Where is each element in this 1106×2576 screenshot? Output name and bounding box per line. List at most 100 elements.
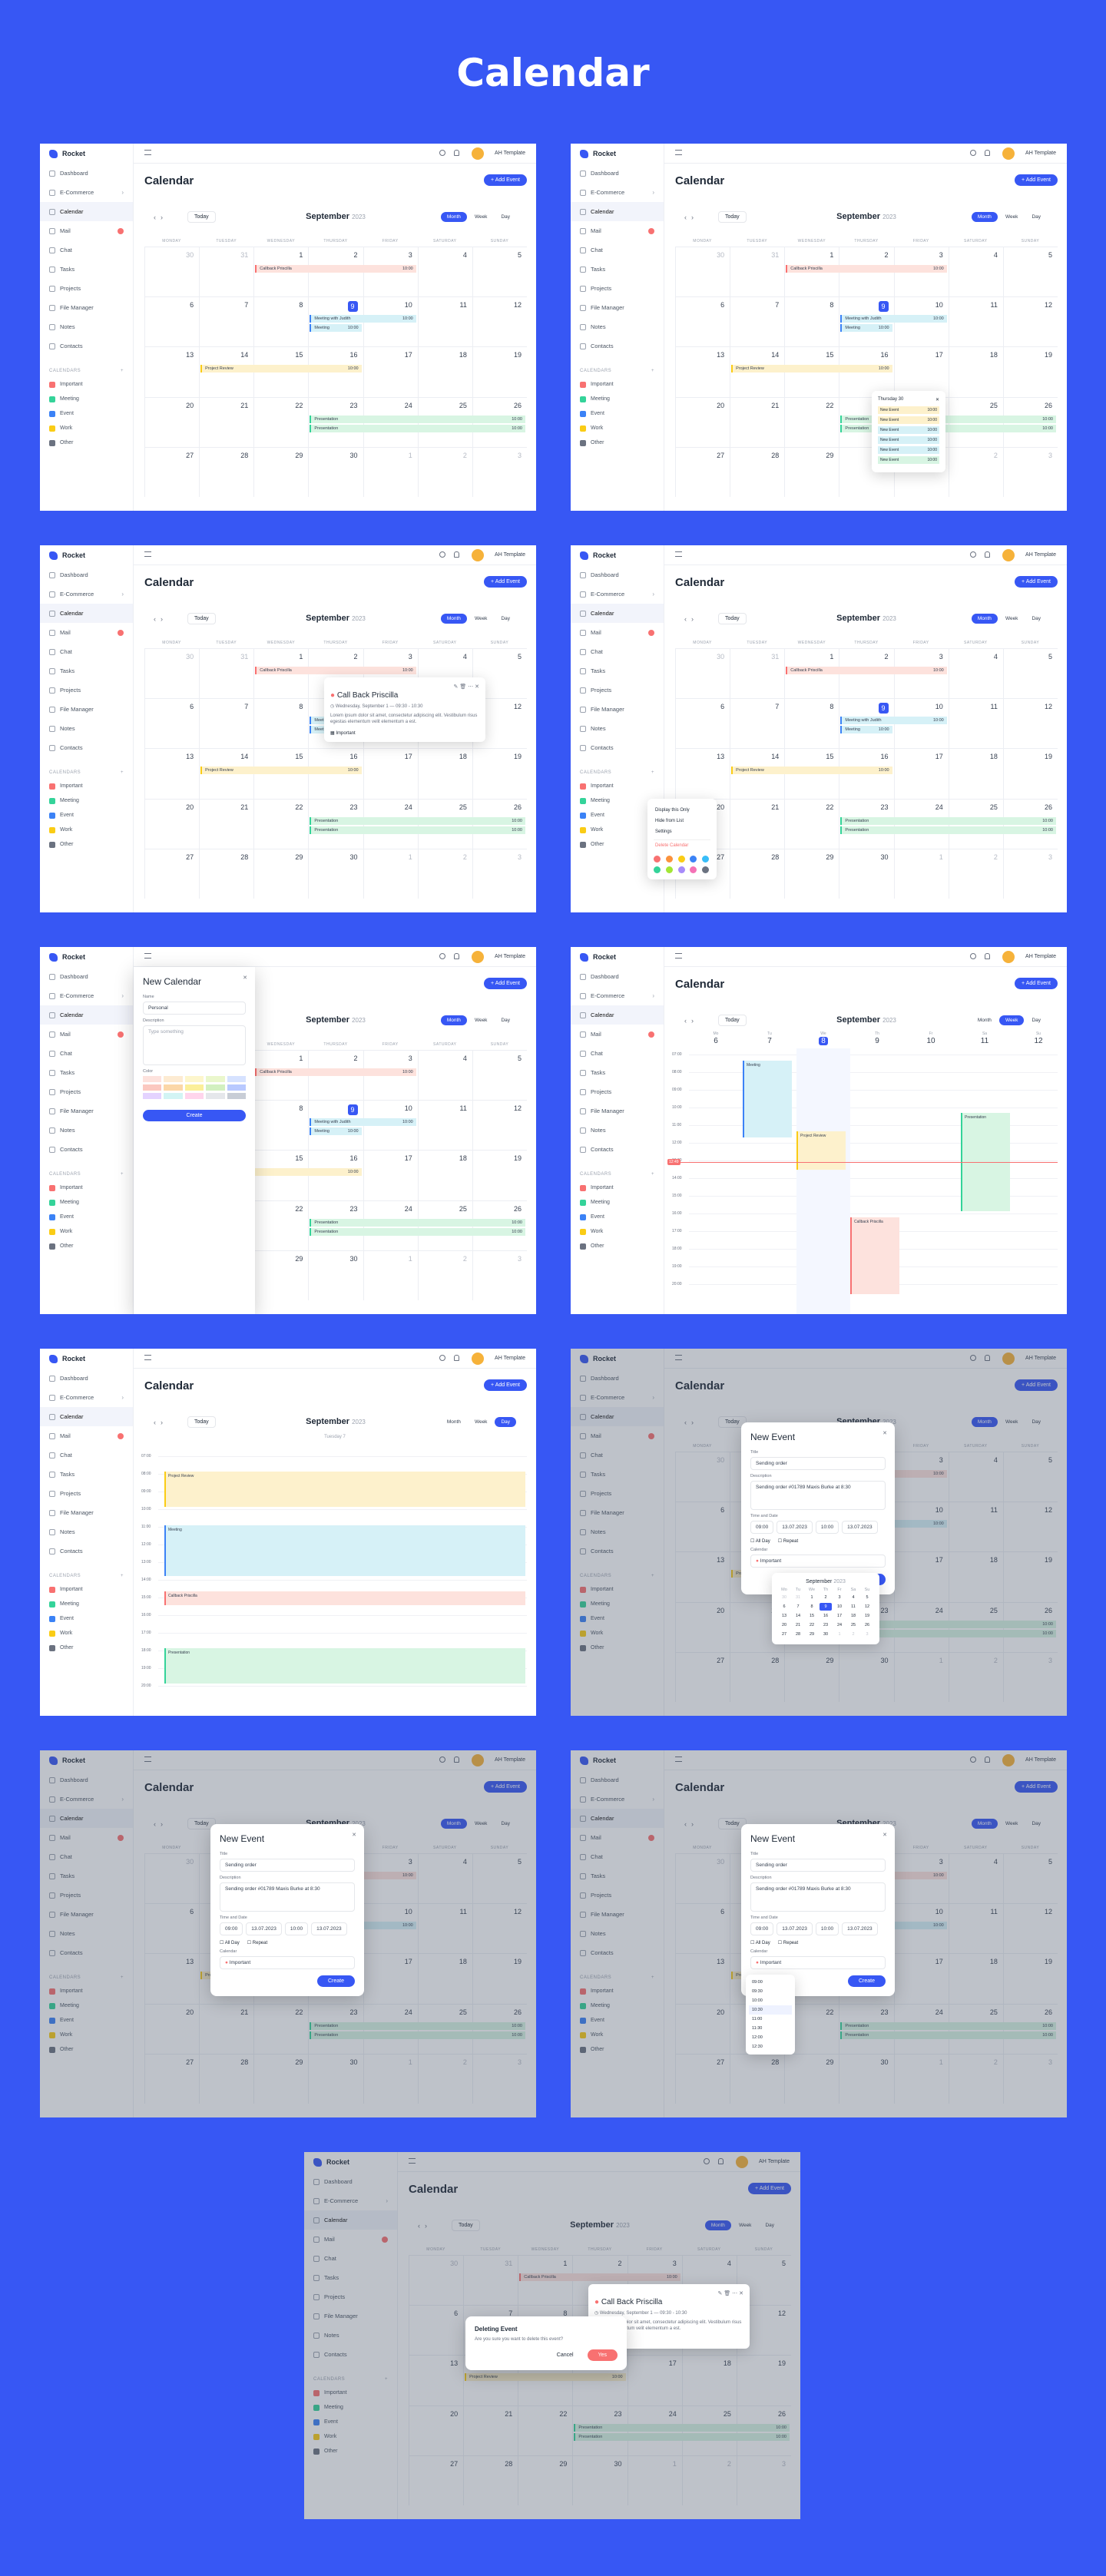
view-week-button[interactable]: Week	[474, 1821, 488, 1826]
prev-next-arrows[interactable]: ‹›	[154, 214, 167, 221]
day-cell[interactable]: 23	[839, 2003, 894, 2054]
nav-item-notes[interactable]: Notes	[40, 1924, 133, 1943]
day-cell[interactable]: 20	[675, 396, 730, 447]
nav-item-calendar[interactable]: Calendar	[40, 1809, 133, 1828]
date-cell[interactable]: 1	[838, 1632, 841, 1637]
nav-item-tasks[interactable]: Tasks	[571, 1465, 664, 1484]
user-name[interactable]: AH Template	[759, 2159, 790, 2164]
nav-item-calendar[interactable]: Calendar	[571, 202, 664, 221]
close-icon[interactable]: ✕	[243, 975, 247, 981]
calendar-item-work[interactable]: Work	[571, 1626, 664, 1641]
close-icon[interactable]: ✕	[882, 1431, 887, 1436]
date-cell[interactable]: 4	[852, 1595, 855, 1600]
day-cell[interactable]: 5	[472, 247, 527, 297]
calendar-item-important[interactable]: Important	[571, 377, 664, 392]
nav-item-projects[interactable]: Projects	[571, 1484, 664, 1503]
bell-icon[interactable]	[454, 551, 459, 558]
nav-item-dashboard[interactable]: Dashboard	[40, 1770, 133, 1790]
avatar[interactable]	[472, 1754, 484, 1766]
date-cell[interactable]: 23	[823, 1623, 829, 1627]
calendar-item-other[interactable]: Other	[40, 2042, 133, 2057]
day-cell[interactable]: 3	[472, 1250, 527, 1300]
day-cell[interactable]: 2	[417, 2053, 472, 2104]
color-swatch[interactable]	[665, 866, 673, 873]
edit-icon[interactable]: ✎	[717, 2291, 723, 2296]
day-cell[interactable]: 11	[948, 1502, 1003, 1552]
date-cell[interactable]: 1	[810, 1595, 813, 1600]
nav-item-tasks[interactable]: Tasks	[40, 661, 133, 680]
day-cell[interactable]: 28	[730, 848, 785, 899]
nav-item-notes[interactable]: Notes	[40, 317, 133, 336]
calendar-item-important[interactable]: Important	[304, 2386, 397, 2400]
nav-item-tasks[interactable]: Tasks	[571, 1063, 664, 1082]
view-month-button[interactable]: Month	[971, 212, 998, 222]
day-cell[interactable]: 21	[730, 396, 785, 447]
day-cell[interactable]: 17	[363, 1150, 418, 1200]
day-cell[interactable]: 8	[784, 296, 839, 347]
add-calendar-icon[interactable]: +	[651, 1172, 654, 1177]
nav-item-dashboard[interactable]: Dashboard	[571, 1770, 664, 1790]
menu-icon[interactable]	[675, 150, 682, 155]
day-cell[interactable]: 21	[199, 396, 254, 447]
day-cell[interactable]: 29	[784, 848, 839, 899]
nav-item-contacts[interactable]: Contacts	[40, 1140, 133, 1159]
calendar-item-important[interactable]: Important	[571, 779, 664, 793]
day-cell[interactable]: 27	[144, 848, 200, 899]
nav-item-mail[interactable]: Mail	[40, 1828, 133, 1847]
close-icon[interactable]: ✕	[352, 1833, 356, 1838]
day-cell[interactable]: 9	[839, 698, 894, 749]
day-cell[interactable]: 29	[784, 2053, 839, 2104]
calendar-item-event[interactable]: Event	[571, 808, 664, 823]
nav-item-file-manager[interactable]: File Manager	[40, 298, 133, 317]
color-swatch[interactable]	[227, 1076, 246, 1082]
nav-item-file-manager[interactable]: File Manager	[571, 1905, 664, 1924]
day-cell[interactable]: 1	[893, 1651, 949, 1702]
add-calendar-icon[interactable]: +	[651, 1975, 654, 1980]
more-icon[interactable]: ⋯	[468, 684, 474, 690]
nav-item-chat[interactable]: Chat	[40, 240, 133, 260]
day-cell[interactable]: 11	[948, 296, 1003, 347]
nav-item-file-manager[interactable]: File Manager	[571, 1503, 664, 1522]
day-cell[interactable]: 31	[199, 247, 254, 297]
add-calendar-icon[interactable]: +	[120, 1975, 124, 1980]
add-calendar-icon[interactable]: +	[120, 770, 124, 775]
nav-item-calendar[interactable]: Calendar	[571, 1005, 664, 1025]
add-calendar-icon[interactable]: +	[120, 369, 124, 373]
color-swatch[interactable]	[143, 1093, 162, 1099]
calendar-item-work[interactable]: Work	[40, 823, 133, 837]
menu-icon[interactable]	[675, 1757, 682, 1762]
day-cell[interactable]: 4	[417, 1853, 472, 1904]
search-icon[interactable]	[439, 953, 445, 959]
day-cell[interactable]: 17	[893, 346, 949, 397]
calendar-item-important[interactable]: Important	[40, 377, 133, 392]
nav-item-e-commerce[interactable]: E-Commerce ›	[40, 1388, 133, 1407]
calendar-item-work[interactable]: Work	[571, 823, 664, 837]
trash-icon[interactable]: 🗑	[459, 684, 467, 690]
day-cell[interactable]: 2	[417, 446, 472, 497]
color-swatch[interactable]	[654, 856, 661, 863]
user-name[interactable]: AH Template	[495, 552, 525, 558]
day-cell[interactable]: 2	[681, 2455, 737, 2505]
view-day-button[interactable]: Day	[501, 1018, 510, 1023]
day-cell[interactable]: 19	[472, 346, 527, 397]
day-cell[interactable]: 29	[253, 446, 309, 497]
nav-item-dashboard[interactable]: Dashboard	[571, 164, 664, 183]
day-cell[interactable]: 30	[675, 1853, 730, 1904]
day-cell[interactable]: 30	[144, 648, 200, 699]
view-week-button[interactable]: Week	[474, 214, 488, 220]
day-cell[interactable]: 1	[363, 446, 418, 497]
day-cell[interactable]: 23	[308, 798, 363, 849]
avatar[interactable]	[736, 2156, 748, 2168]
repeat-checkbox[interactable]: ☐ Repeat	[777, 1941, 799, 1945]
nav-item-notes[interactable]: Notes	[571, 719, 664, 738]
day-cell[interactable]: 31	[730, 648, 785, 699]
day-cell[interactable]: 4	[681, 2255, 737, 2306]
more-icon[interactable]: ⋯	[732, 2291, 738, 2296]
add-event-button[interactable]: + Add Event	[1015, 978, 1058, 989]
day-cell[interactable]: 5	[1002, 648, 1058, 699]
